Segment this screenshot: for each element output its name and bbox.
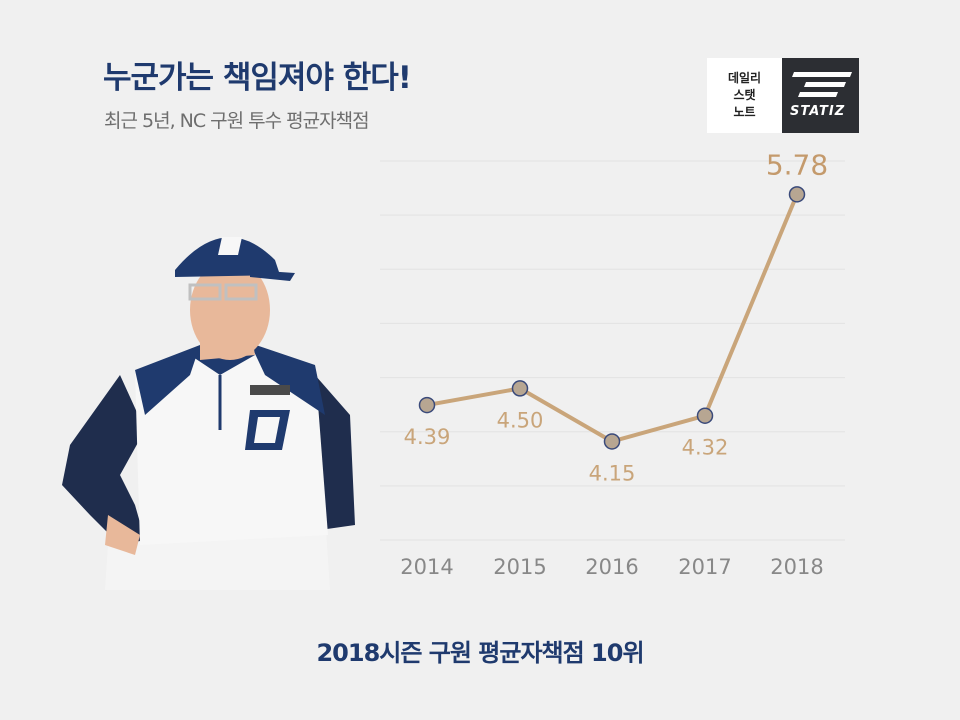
- daily-stat-note-badge: 데일리 스탯 노트: [707, 58, 782, 133]
- data-label: 4.50: [497, 408, 544, 432]
- data-label: 4.15: [589, 461, 636, 485]
- page-subtitle: 최근 5년, NC 구원 투수 평균자책점: [104, 110, 370, 132]
- data-point: [603, 433, 621, 450]
- x-tick-label: 2015: [493, 555, 546, 579]
- data-point: [418, 396, 436, 414]
- x-tick-label: 2014: [400, 555, 453, 579]
- data-label: 4.32: [682, 436, 729, 460]
- page-title: 누군가는 책임져야 한다!: [103, 60, 412, 96]
- coach-photo: [62, 237, 355, 590]
- data-point: [696, 407, 714, 424]
- badge-line-2: 스탯: [733, 88, 756, 102]
- badge-line-3: 노트: [733, 105, 756, 119]
- x-tick-label: 2016: [585, 555, 638, 579]
- x-tick-label: 2017: [678, 555, 731, 579]
- data-point: [788, 186, 806, 203]
- badge-line-1: 데일리: [727, 71, 762, 85]
- data-label: 4.39: [404, 425, 451, 449]
- chart-caption: 2018시즌 구원 평균자책점 10위: [316, 639, 644, 667]
- statiz-mark-icon: [792, 72, 852, 97]
- x-tick-label: 2018: [770, 555, 823, 579]
- statiz-logo: STATIZ: [782, 58, 859, 133]
- data-point: [511, 380, 529, 397]
- statiz-wordmark: STATIZ: [790, 104, 846, 119]
- series-line: [426, 193, 799, 444]
- data-label: 5.78: [766, 148, 828, 181]
- brand-logo: 데일리 스탯 노트 STATIZ: [707, 58, 859, 133]
